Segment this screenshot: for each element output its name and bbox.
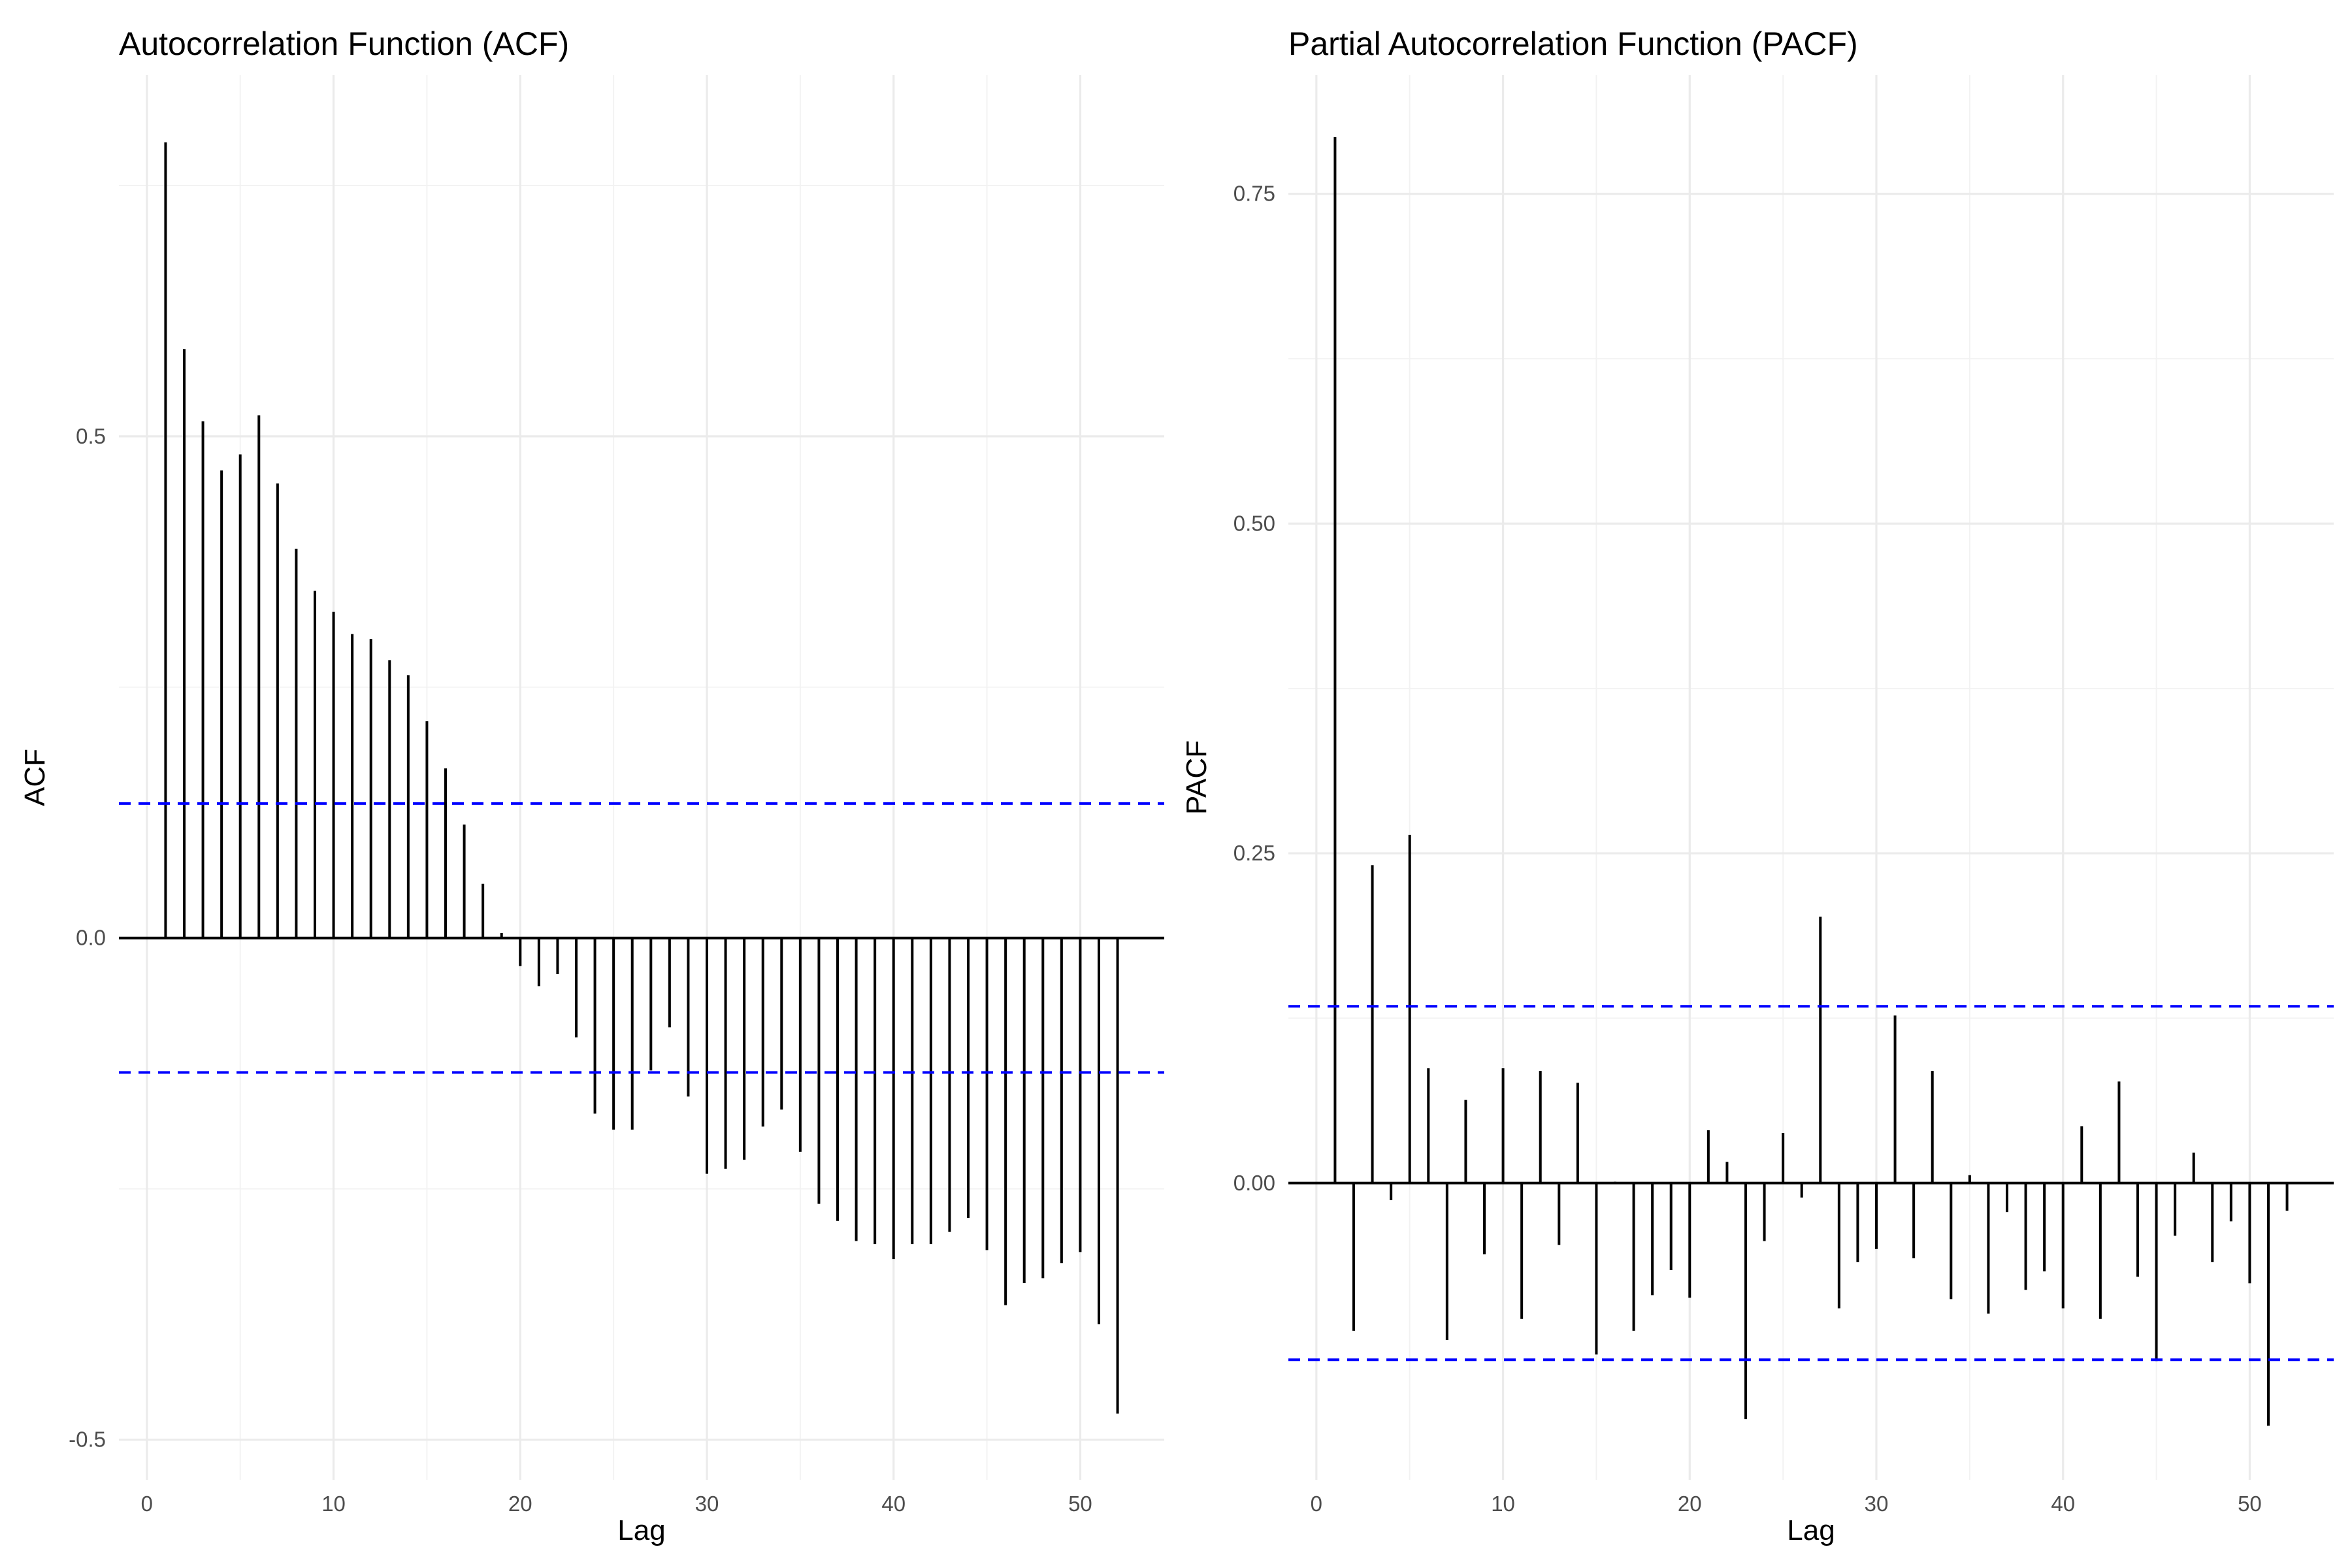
acf-grid (119, 75, 1164, 1480)
pacf-y-tick-label: 0.25 (1233, 841, 1275, 865)
acf-x-tick-label: 30 (695, 1492, 719, 1516)
pacf-title: Partial Autocorrelation Function (PACF) (1288, 25, 1858, 62)
acf-y-tick-label: -0.5 (69, 1428, 106, 1452)
pacf-panel: Partial Autocorrelation Function (PACF) … (1181, 25, 2334, 1546)
pacf-y-tick-label: 0.00 (1233, 1171, 1275, 1195)
acf-x-tick-label: 0 (141, 1492, 153, 1516)
pacf-x-tick-label: 10 (1491, 1492, 1515, 1516)
acf-y-axis-title: ACF (19, 749, 51, 806)
pacf-y-tick-label: 0.50 (1233, 511, 1275, 535)
pacf-x-tick-label: 50 (2238, 1492, 2262, 1516)
acf-x-tick-label: 10 (321, 1492, 346, 1516)
acf-x-tick-label: 50 (1068, 1492, 1092, 1516)
acf-panel: Autocorrelation Function (ACF) -0.5 0.0 0.… (19, 25, 1164, 1546)
pacf-x-tick-label: 0 (1311, 1492, 1322, 1516)
acf-y-tick-label: 0.0 (76, 926, 106, 950)
pacf-x-tick-label: 30 (1865, 1492, 1889, 1516)
acf-title: Autocorrelation Function (ACF) (119, 25, 569, 62)
acf-x-tick-label: 20 (508, 1492, 532, 1516)
pacf-grid (1288, 75, 2334, 1480)
acf-x-tick-label: 40 (881, 1492, 906, 1516)
acf-y-tick-label: 0.5 (76, 424, 106, 448)
acf-x-axis-title: Lag (617, 1514, 665, 1546)
pacf-y-tick-label: 0.75 (1233, 182, 1275, 206)
pacf-x-axis-title: Lag (1787, 1514, 1835, 1546)
pacf-x-tick-label: 40 (2051, 1492, 2075, 1516)
pacf-x-tick-label: 20 (1678, 1492, 1702, 1516)
pacf-y-axis-title: PACF (1181, 740, 1213, 815)
